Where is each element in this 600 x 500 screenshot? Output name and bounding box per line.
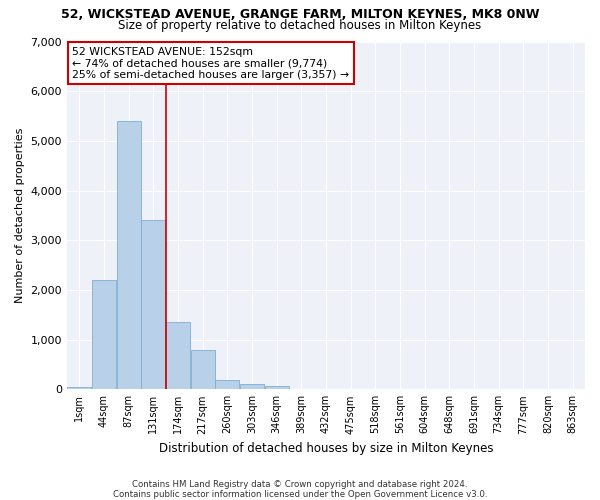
Text: Size of property relative to detached houses in Milton Keynes: Size of property relative to detached ho… <box>118 19 482 32</box>
Text: Contains HM Land Registry data © Crown copyright and database right 2024.
Contai: Contains HM Land Registry data © Crown c… <box>113 480 487 499</box>
Bar <box>215 380 239 390</box>
Bar <box>117 121 140 390</box>
Bar <box>265 386 289 390</box>
Bar <box>142 220 166 390</box>
Bar <box>166 322 190 390</box>
Bar <box>92 280 116 390</box>
Text: 52 WICKSTEAD AVENUE: 152sqm
← 74% of detached houses are smaller (9,774)
25% of : 52 WICKSTEAD AVENUE: 152sqm ← 74% of det… <box>72 46 349 80</box>
X-axis label: Distribution of detached houses by size in Milton Keynes: Distribution of detached houses by size … <box>159 442 493 455</box>
Text: 52, WICKSTEAD AVENUE, GRANGE FARM, MILTON KEYNES, MK8 0NW: 52, WICKSTEAD AVENUE, GRANGE FARM, MILTO… <box>61 8 539 20</box>
Y-axis label: Number of detached properties: Number of detached properties <box>15 128 25 303</box>
Bar <box>67 387 91 390</box>
Bar <box>191 350 215 390</box>
Bar <box>240 384 264 390</box>
